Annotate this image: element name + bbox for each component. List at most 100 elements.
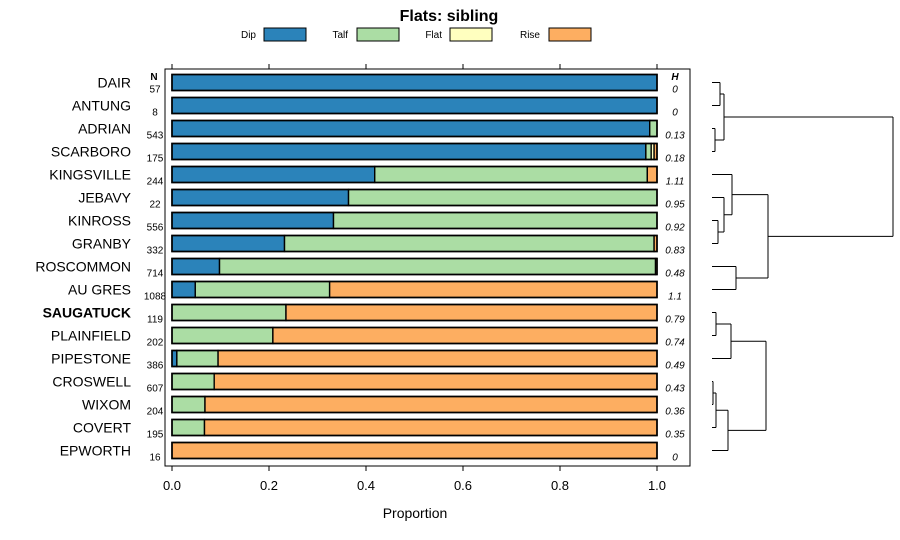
- bar-scarboro-dip: [171, 142, 647, 161]
- row-label-kinross: KINROSS: [68, 213, 131, 229]
- h-value-kingsville: 1.11: [666, 177, 685, 188]
- n-value-croswell: 607: [147, 384, 164, 395]
- h-value-granby: 0.83: [665, 246, 685, 257]
- h-value-pipestone: 0.49: [665, 361, 685, 372]
- bar-jebavy-talf: [347, 188, 658, 207]
- h-value-epworth: 0: [672, 453, 678, 464]
- n-value-jebavy: 22: [149, 200, 161, 211]
- legend-swatch-rise: [548, 27, 592, 42]
- bar-pipestone-talf: [176, 349, 219, 368]
- bar-outline-antung: [171, 96, 658, 115]
- bar-saugatuck-talf: [171, 303, 287, 322]
- bar-outline-croswell: [171, 372, 658, 391]
- h-value-plainfield: 0.74: [665, 338, 685, 349]
- bar-au-gres-rise: [328, 280, 658, 299]
- bar-roscommon-talf: [218, 257, 657, 276]
- h-value-croswell: 0.43: [665, 384, 685, 395]
- bar-outline-plainfield: [171, 326, 658, 345]
- bar-au-gres-dip: [171, 280, 196, 299]
- x-tick-label-5: 1.0: [648, 478, 666, 493]
- h-value-wixom: 0.36: [665, 407, 685, 418]
- bar-kingsville-rise: [646, 165, 658, 184]
- bar-outline-wixom: [171, 395, 658, 414]
- h-value-jebavy: 0.95: [665, 200, 685, 211]
- legend-swatch-talf: [356, 27, 400, 42]
- h-value-scarboro: 0.18: [665, 154, 685, 165]
- n-value-plainfield: 202: [147, 338, 164, 349]
- legend: Dip Talf Flat Rise: [241, 27, 592, 42]
- bar-epworth-rise: [171, 441, 658, 460]
- h-value-dair: 0: [672, 85, 678, 96]
- bar-outline-au-gres: [171, 280, 658, 299]
- x-axis: 0.0 0.2 0.4 0.6 0.8 1.0: [163, 64, 666, 493]
- row-label-adrian: ADRIAN: [78, 121, 131, 137]
- bar-outline-granby: [171, 234, 658, 253]
- bar-jebavy-dip: [171, 188, 350, 207]
- x-tick-label-1: 0.2: [260, 478, 278, 493]
- row-label-dair: DAIR: [98, 75, 131, 91]
- row-label-plainfield: PLAINFIELD: [51, 328, 131, 344]
- h-value-antung: 0: [672, 108, 678, 119]
- h-value-covert: 0.35: [665, 430, 685, 441]
- bar-adrian-dip: [171, 119, 651, 138]
- plot-frame: [164, 68, 691, 467]
- legend-swatch-dip: [263, 27, 307, 42]
- row-label-pipestone: PIPESTONE: [51, 351, 131, 367]
- legend-swatch-flat: [449, 27, 493, 42]
- bar-plainfield-talf: [171, 326, 274, 345]
- h-value-au-gres: 1.1: [668, 292, 682, 303]
- row-label-antung: ANTUNG: [72, 98, 131, 114]
- h-value-adrian: 0.13: [665, 131, 685, 142]
- bar-kingsville-talf: [374, 165, 649, 184]
- bar-granby-talf: [283, 234, 655, 253]
- h-column-header: H: [671, 72, 679, 83]
- row-label-kingsville: KINGSVILLE: [49, 167, 131, 183]
- legend-label-talf: Talf: [332, 30, 348, 41]
- bar-outline-covert: [171, 418, 658, 437]
- bar-outline-dair: [171, 73, 658, 92]
- row-label-epworth: EPWORTH: [60, 443, 131, 459]
- bar-croswell-talf: [171, 372, 215, 391]
- legend-label-dip: Dip: [241, 30, 256, 41]
- n-value-saugatuck: 119: [147, 315, 163, 326]
- n-value-roscommon: 714: [147, 269, 164, 280]
- row-label-au-gres: AU GRES: [68, 282, 131, 298]
- bar-plainfield-rise: [272, 326, 658, 345]
- n-column-header: N: [150, 72, 157, 83]
- bar-dair-dip: [171, 73, 658, 92]
- row-label-scarboro: SCARBORO: [51, 144, 131, 160]
- bar-wixom-rise: [204, 395, 658, 414]
- x-tick-label-0: 0.0: [163, 478, 181, 493]
- row-label-croswell: CROSWELL: [52, 374, 131, 390]
- n-value-granby: 332: [147, 246, 164, 257]
- n-value-epworth: 16: [149, 453, 161, 464]
- bar-antung-dip: [171, 96, 658, 115]
- n-value-dair: 57: [149, 85, 161, 96]
- bar-outline-kinross: [171, 211, 658, 230]
- bar-outline-pipestone: [171, 349, 658, 368]
- x-axis-label: Proportion: [383, 505, 448, 521]
- bar-granby-dip: [171, 234, 286, 253]
- h-value-saugatuck: 0.79: [665, 315, 685, 326]
- n-value-wixom: 204: [147, 407, 164, 418]
- row-label-roscommon: ROSCOMMON: [35, 259, 131, 275]
- bar-adrian-talf: [649, 119, 658, 138]
- bar-covert-talf: [171, 418, 206, 437]
- bar-kingsville-dip: [171, 165, 376, 184]
- x-tick-label-4: 0.8: [551, 478, 569, 493]
- bar-roscommon-dip: [171, 257, 221, 276]
- bar-outline-jebavy: [171, 188, 658, 207]
- bar-au-gres-talf: [194, 280, 331, 299]
- n-value-kingsville: 244: [147, 177, 164, 188]
- bar-saugatuck-rise: [285, 303, 658, 322]
- bar-outline-roscommon: [171, 257, 658, 276]
- n-value-scarboro: 175: [147, 154, 164, 165]
- n-value-au-gres: 1088: [144, 292, 167, 303]
- row-label-jebavy: JEBAVY: [78, 190, 131, 206]
- n-value-antung: 8: [152, 108, 158, 119]
- bar-wixom-talf: [171, 395, 206, 414]
- legend-label-rise: Rise: [520, 30, 540, 41]
- legend-label-flat: Flat: [425, 30, 442, 41]
- bar-outline-scarboro: [171, 142, 658, 161]
